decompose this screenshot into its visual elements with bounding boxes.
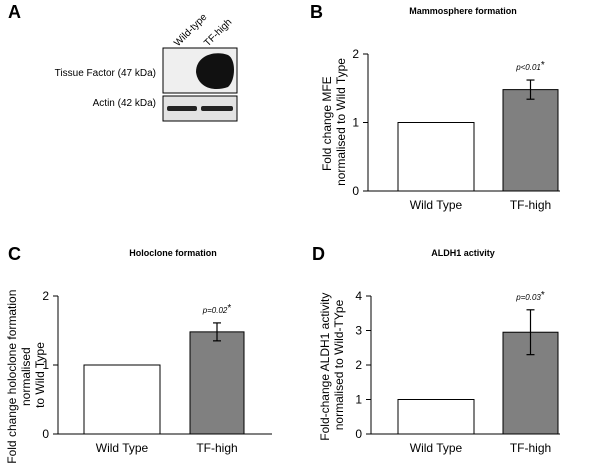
panel-label-a: A	[8, 2, 21, 22]
error-bar-tf-high	[526, 79, 535, 100]
blot-actin-band-wild-type	[167, 106, 197, 111]
x-tick-label: TF-high	[510, 198, 551, 212]
chart-aldh1: ALDH1 activity Fold-change ALDH1 activit…	[318, 248, 560, 455]
y-tick-label: 2	[352, 47, 359, 61]
y-axis-label: Fold change holoclone formation normalis…	[5, 286, 47, 463]
bar-tf-high	[189, 331, 245, 435]
y-axis-label-line: Fold-change ALDH1 activity	[318, 293, 332, 441]
p-value-text: p=0.02	[202, 306, 228, 315]
x-tick-label: TF-high	[196, 441, 237, 455]
x-tick-label: TF-high	[510, 441, 551, 455]
y-tick-label: 4	[355, 289, 362, 303]
significance-star: *	[541, 60, 545, 71]
blot-actin-band-tf-high	[201, 106, 233, 111]
y-tick-label: 0	[355, 427, 362, 441]
x-tick-label: Wild Type	[410, 198, 463, 212]
chart-title: Mammosphere formation	[409, 6, 517, 16]
blot-row-actin: Actin (42 kDa)	[92, 98, 156, 109]
bar-wild-type	[83, 364, 161, 435]
panel-label-c: C	[8, 244, 21, 264]
chart-mammosphere: Mammosphere formation Fold change MFE no…	[320, 6, 560, 212]
y-axis-label-line: normalised to Wild-TYpe	[332, 299, 346, 430]
blot-tissue-factor-band	[196, 53, 234, 90]
y-axis-label-line: to Wild Type	[33, 342, 47, 408]
significance-star: *	[227, 303, 231, 314]
x-tick-label: Wild Type	[96, 441, 149, 455]
y-tick-label: 0	[42, 427, 49, 441]
western-blot	[162, 47, 238, 122]
error-bar-tf-high	[526, 309, 535, 356]
y-tick-label: 1	[352, 116, 359, 130]
panel-label-d: D	[312, 244, 325, 264]
significance-star: *	[541, 290, 545, 301]
y-axis-label-line: Fold change MFE	[320, 76, 334, 171]
y-tick-label: 2	[42, 289, 49, 303]
bar-tf-high	[502, 89, 559, 192]
error-bar-tf-high	[213, 322, 221, 342]
chart-title: ALDH1 activity	[431, 248, 495, 258]
p-value-text: p=0.03	[515, 293, 541, 302]
y-axis-label-line: Fold change holoclone formation	[5, 290, 19, 464]
y-tick-label: 1	[355, 393, 362, 407]
y-axis-label-line: normalised to Wild Type	[334, 58, 348, 186]
chart-holoclone: Holoclone formation Fold change holoclon…	[5, 248, 272, 464]
y-axis-label: Fold-change ALDH1 activity normalised to…	[318, 289, 346, 440]
y-axis-label-line: normalised	[19, 347, 33, 406]
x-tick-label: Wild Type	[410, 441, 463, 455]
p-value-text: p<0.01	[515, 63, 541, 72]
y-tick-label: 1	[42, 358, 49, 372]
chart-title: Holoclone formation	[129, 248, 217, 258]
p-value-annotation: p=0.02*	[202, 303, 232, 315]
p-value-annotation: p=0.03*	[515, 290, 545, 302]
bar-wild-type	[397, 122, 475, 192]
y-tick-label: 0	[352, 184, 359, 198]
p-value-annotation: p<0.01*	[515, 60, 545, 72]
panel-label-b: B	[310, 2, 323, 22]
y-tick-label: 3	[355, 324, 362, 338]
y-axis-label: Fold change MFE normalised to Wild Type	[320, 58, 348, 186]
bar-wild-type	[397, 399, 475, 435]
y-tick-label: 2	[355, 358, 362, 372]
blot-row-tissue-factor: Tissue Factor (47 kDa)	[54, 68, 156, 79]
